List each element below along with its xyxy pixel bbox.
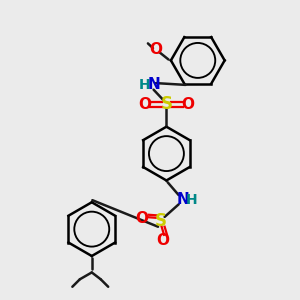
Text: N: N xyxy=(176,192,189,207)
Text: S: S xyxy=(154,212,166,230)
Text: O: O xyxy=(182,97,194,112)
Text: N: N xyxy=(147,77,160,92)
Text: H: H xyxy=(139,78,150,92)
Text: S: S xyxy=(160,95,172,113)
Text: O: O xyxy=(149,43,163,58)
Text: O: O xyxy=(138,97,152,112)
Text: H: H xyxy=(186,193,198,207)
Text: O: O xyxy=(135,212,148,226)
Text: O: O xyxy=(156,233,169,248)
